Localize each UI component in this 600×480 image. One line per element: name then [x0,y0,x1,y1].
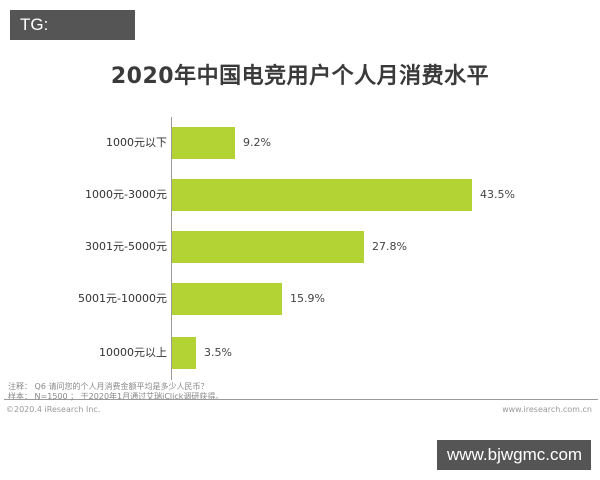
watermark-top-left: TG: MYYJJPP [10,10,135,64]
category-label: 5001元-10000元 [78,292,167,305]
category-label: 10000元以上 [99,346,167,359]
chart-title: 2020年中国电竞用户个人月消费水平 [110,64,490,89]
bar [172,283,282,315]
bar [172,127,235,159]
value-label: 43.5% [480,188,515,201]
bar [172,231,364,263]
category-label: 1000元以下 [106,136,167,149]
source-website: www.iresearch.com.cn [502,405,592,414]
note-sample: 样本： N=1500 ； 于2020年1月通过艾瑞iClick调研获得。 [8,392,224,401]
category-label: 3001元-5000元 [85,240,167,253]
note-question: 注释： Q6 请问您的个人月消费金额平均是多少人民币？ [8,382,209,391]
category-label: 1000元-3000元 [85,188,167,201]
bar [172,179,472,211]
value-label: 3.5% [204,346,232,359]
y-axis-line [171,117,172,380]
bar [172,337,196,369]
value-label: 15.9% [290,292,325,305]
footer-divider [4,399,598,400]
value-label: 27.8% [372,240,407,253]
copyright: ©2020.4 iResearch Inc. [6,405,101,414]
watermark-bottom-right: www.bjwgmc.com [437,440,591,470]
value-label: 9.2% [243,136,271,149]
